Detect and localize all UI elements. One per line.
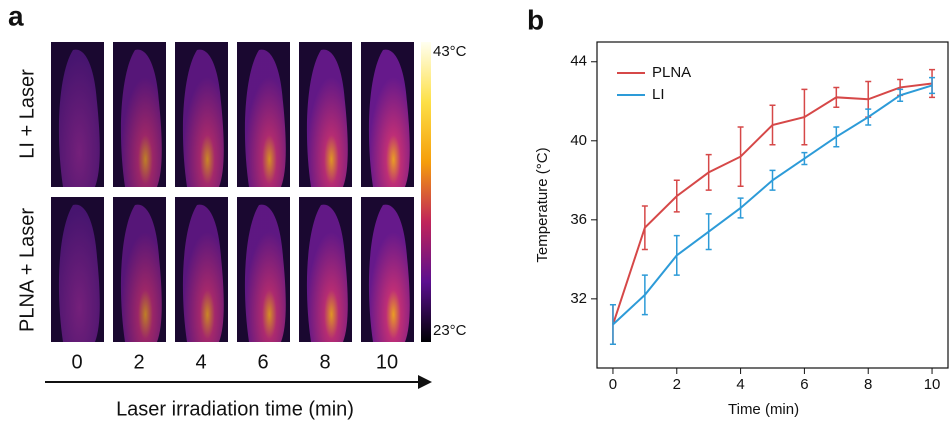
error-bar	[801, 151, 808, 166]
time-label: 6	[257, 351, 268, 373]
error-bar	[769, 169, 776, 191]
mouse	[244, 204, 286, 342]
mouse	[120, 204, 162, 342]
mouse	[120, 49, 162, 187]
error-bar	[673, 179, 680, 213]
legend-label: LI	[652, 86, 665, 103]
x-axis-title: Laser irradiation time (min)	[116, 398, 354, 420]
thermal-images	[51, 42, 414, 342]
mouse	[306, 204, 348, 342]
error-bar	[801, 88, 808, 146]
error-bar	[833, 86, 840, 108]
y-tick-label: 36	[570, 211, 587, 228]
y-tick-label: 44	[570, 53, 587, 70]
colorbar	[421, 42, 431, 342]
time-label: 2	[133, 351, 144, 373]
x-tick-label: 10	[924, 376, 941, 393]
arrow-head	[418, 375, 432, 389]
x-tick-label: 6	[800, 376, 808, 393]
error-bar	[609, 304, 616, 346]
mouse	[58, 49, 100, 187]
colorbar-max: 43°C	[433, 43, 467, 60]
error-bar	[641, 274, 648, 316]
mouse	[368, 49, 410, 187]
error-bar	[769, 104, 776, 146]
x-tick-label: 4	[736, 376, 744, 393]
colorbar-min: 23°C	[433, 322, 467, 339]
mouse	[244, 49, 286, 187]
time-label: 10	[376, 351, 398, 373]
mouse	[58, 204, 100, 342]
error-bar	[897, 88, 904, 103]
x-tick-label: 0	[609, 376, 617, 393]
panel-label: a	[8, 0, 24, 31]
y-axis-title: Temperature (°C)	[534, 147, 551, 262]
mouse	[182, 204, 224, 342]
error-bar	[865, 108, 872, 126]
time-label: 4	[195, 351, 206, 373]
error-bar	[705, 213, 712, 251]
y-tick-label: 40	[570, 132, 587, 149]
panel-label: b	[527, 4, 544, 35]
x-tick-label: 8	[864, 376, 872, 393]
error-bar	[929, 76, 936, 95]
mouse	[306, 49, 348, 187]
error-bar	[737, 197, 744, 219]
mouse	[368, 204, 410, 342]
mouse	[182, 49, 224, 187]
time-label: 0	[71, 351, 82, 373]
error-bar	[641, 205, 648, 251]
x-axis-title: Time (min)	[728, 401, 799, 418]
error-bar	[673, 234, 680, 276]
row-label: PLNA + Laser	[16, 208, 38, 332]
error-bar	[737, 126, 744, 187]
time-label: 8	[319, 351, 330, 373]
y-tick-label: 32	[570, 290, 587, 307]
error-bar	[705, 153, 712, 191]
x-tick-label: 2	[673, 376, 681, 393]
plot-frame	[596, 41, 949, 369]
error-bar	[833, 126, 840, 148]
row-label: LI + Laser	[16, 69, 38, 159]
legend-label: PLNA	[652, 64, 691, 81]
